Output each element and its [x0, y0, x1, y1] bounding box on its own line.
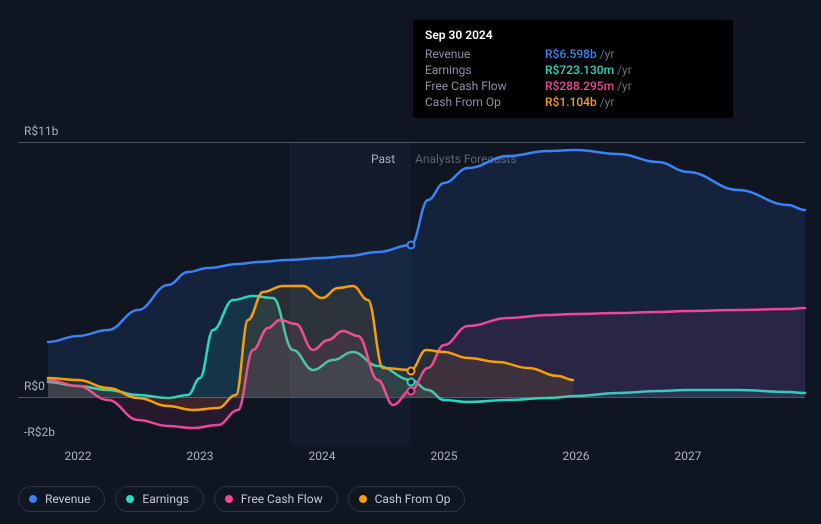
x-tick-label: 2022	[65, 449, 92, 463]
legend-item-fcf[interactable]: Free Cash Flow	[214, 486, 338, 512]
x-tick-label: 2026	[563, 449, 590, 463]
x-tick-label: 2025	[431, 449, 458, 463]
tooltip-suffix: /yr	[600, 47, 615, 61]
tooltip-date: Sep 30 2024	[425, 28, 721, 42]
legend-dot-icon	[225, 495, 233, 503]
y-tick-label: R$11b	[24, 124, 58, 138]
x-tick-label: 2023	[187, 449, 214, 463]
revenue-marker	[407, 241, 416, 250]
tooltip-row: RevenueR$6.598b/yr	[425, 46, 721, 62]
legend-dot-icon	[126, 495, 134, 503]
tooltip-metric-value: R$6.598b	[545, 47, 597, 61]
hover-tooltip: Sep 30 2024 RevenueR$6.598b/yrEarningsR$…	[413, 20, 733, 118]
earnings-marker	[407, 378, 416, 387]
legend-label: Revenue	[45, 492, 90, 506]
tooltip-metric-label: Earnings	[425, 63, 545, 77]
tooltip-suffix: /yr	[617, 79, 632, 93]
tooltip-row: Cash From OpR$1.104b/yr	[425, 94, 721, 110]
financials-chart: Past Analysts Forecasts R$11bR$0-R$2b 20…	[18, 0, 805, 460]
legend-item-earnings[interactable]: Earnings	[115, 486, 204, 512]
chart-legend: Revenue Earnings Free Cash Flow Cash From O…	[18, 486, 465, 512]
x-tick-label: 2027	[675, 449, 702, 463]
fcf-marker	[407, 387, 416, 396]
legend-dot-icon	[359, 495, 367, 503]
tooltip-row: Free Cash FlowR$288.295m/yr	[425, 78, 721, 94]
tooltip-metric-value: R$288.295m	[545, 79, 614, 93]
tooltip-metric-value: R$1.104b	[545, 95, 597, 109]
tooltip-metric-label: Free Cash Flow	[425, 79, 545, 93]
legend-item-cfo[interactable]: Cash From Op	[348, 486, 466, 512]
legend-dot-icon	[29, 495, 37, 503]
tooltip-row: EarningsR$723.130m/yr	[425, 62, 721, 78]
tooltip-metric-label: Revenue	[425, 47, 545, 61]
tooltip-suffix: /yr	[617, 63, 632, 77]
tooltip-metric-label: Cash From Op	[425, 95, 545, 109]
y-tick-label: R$0	[24, 379, 45, 393]
x-tick-label: 2024	[309, 449, 336, 463]
cfo-marker	[407, 367, 416, 376]
legend-label: Cash From Op	[375, 492, 451, 506]
legend-label: Free Cash Flow	[241, 492, 323, 506]
legend-label: Earnings	[142, 492, 189, 506]
y-tick-label: -R$2b	[24, 425, 55, 439]
tooltip-suffix: /yr	[600, 95, 615, 109]
legend-item-revenue[interactable]: Revenue	[18, 486, 105, 512]
tooltip-metric-value: R$723.130m	[545, 63, 614, 77]
